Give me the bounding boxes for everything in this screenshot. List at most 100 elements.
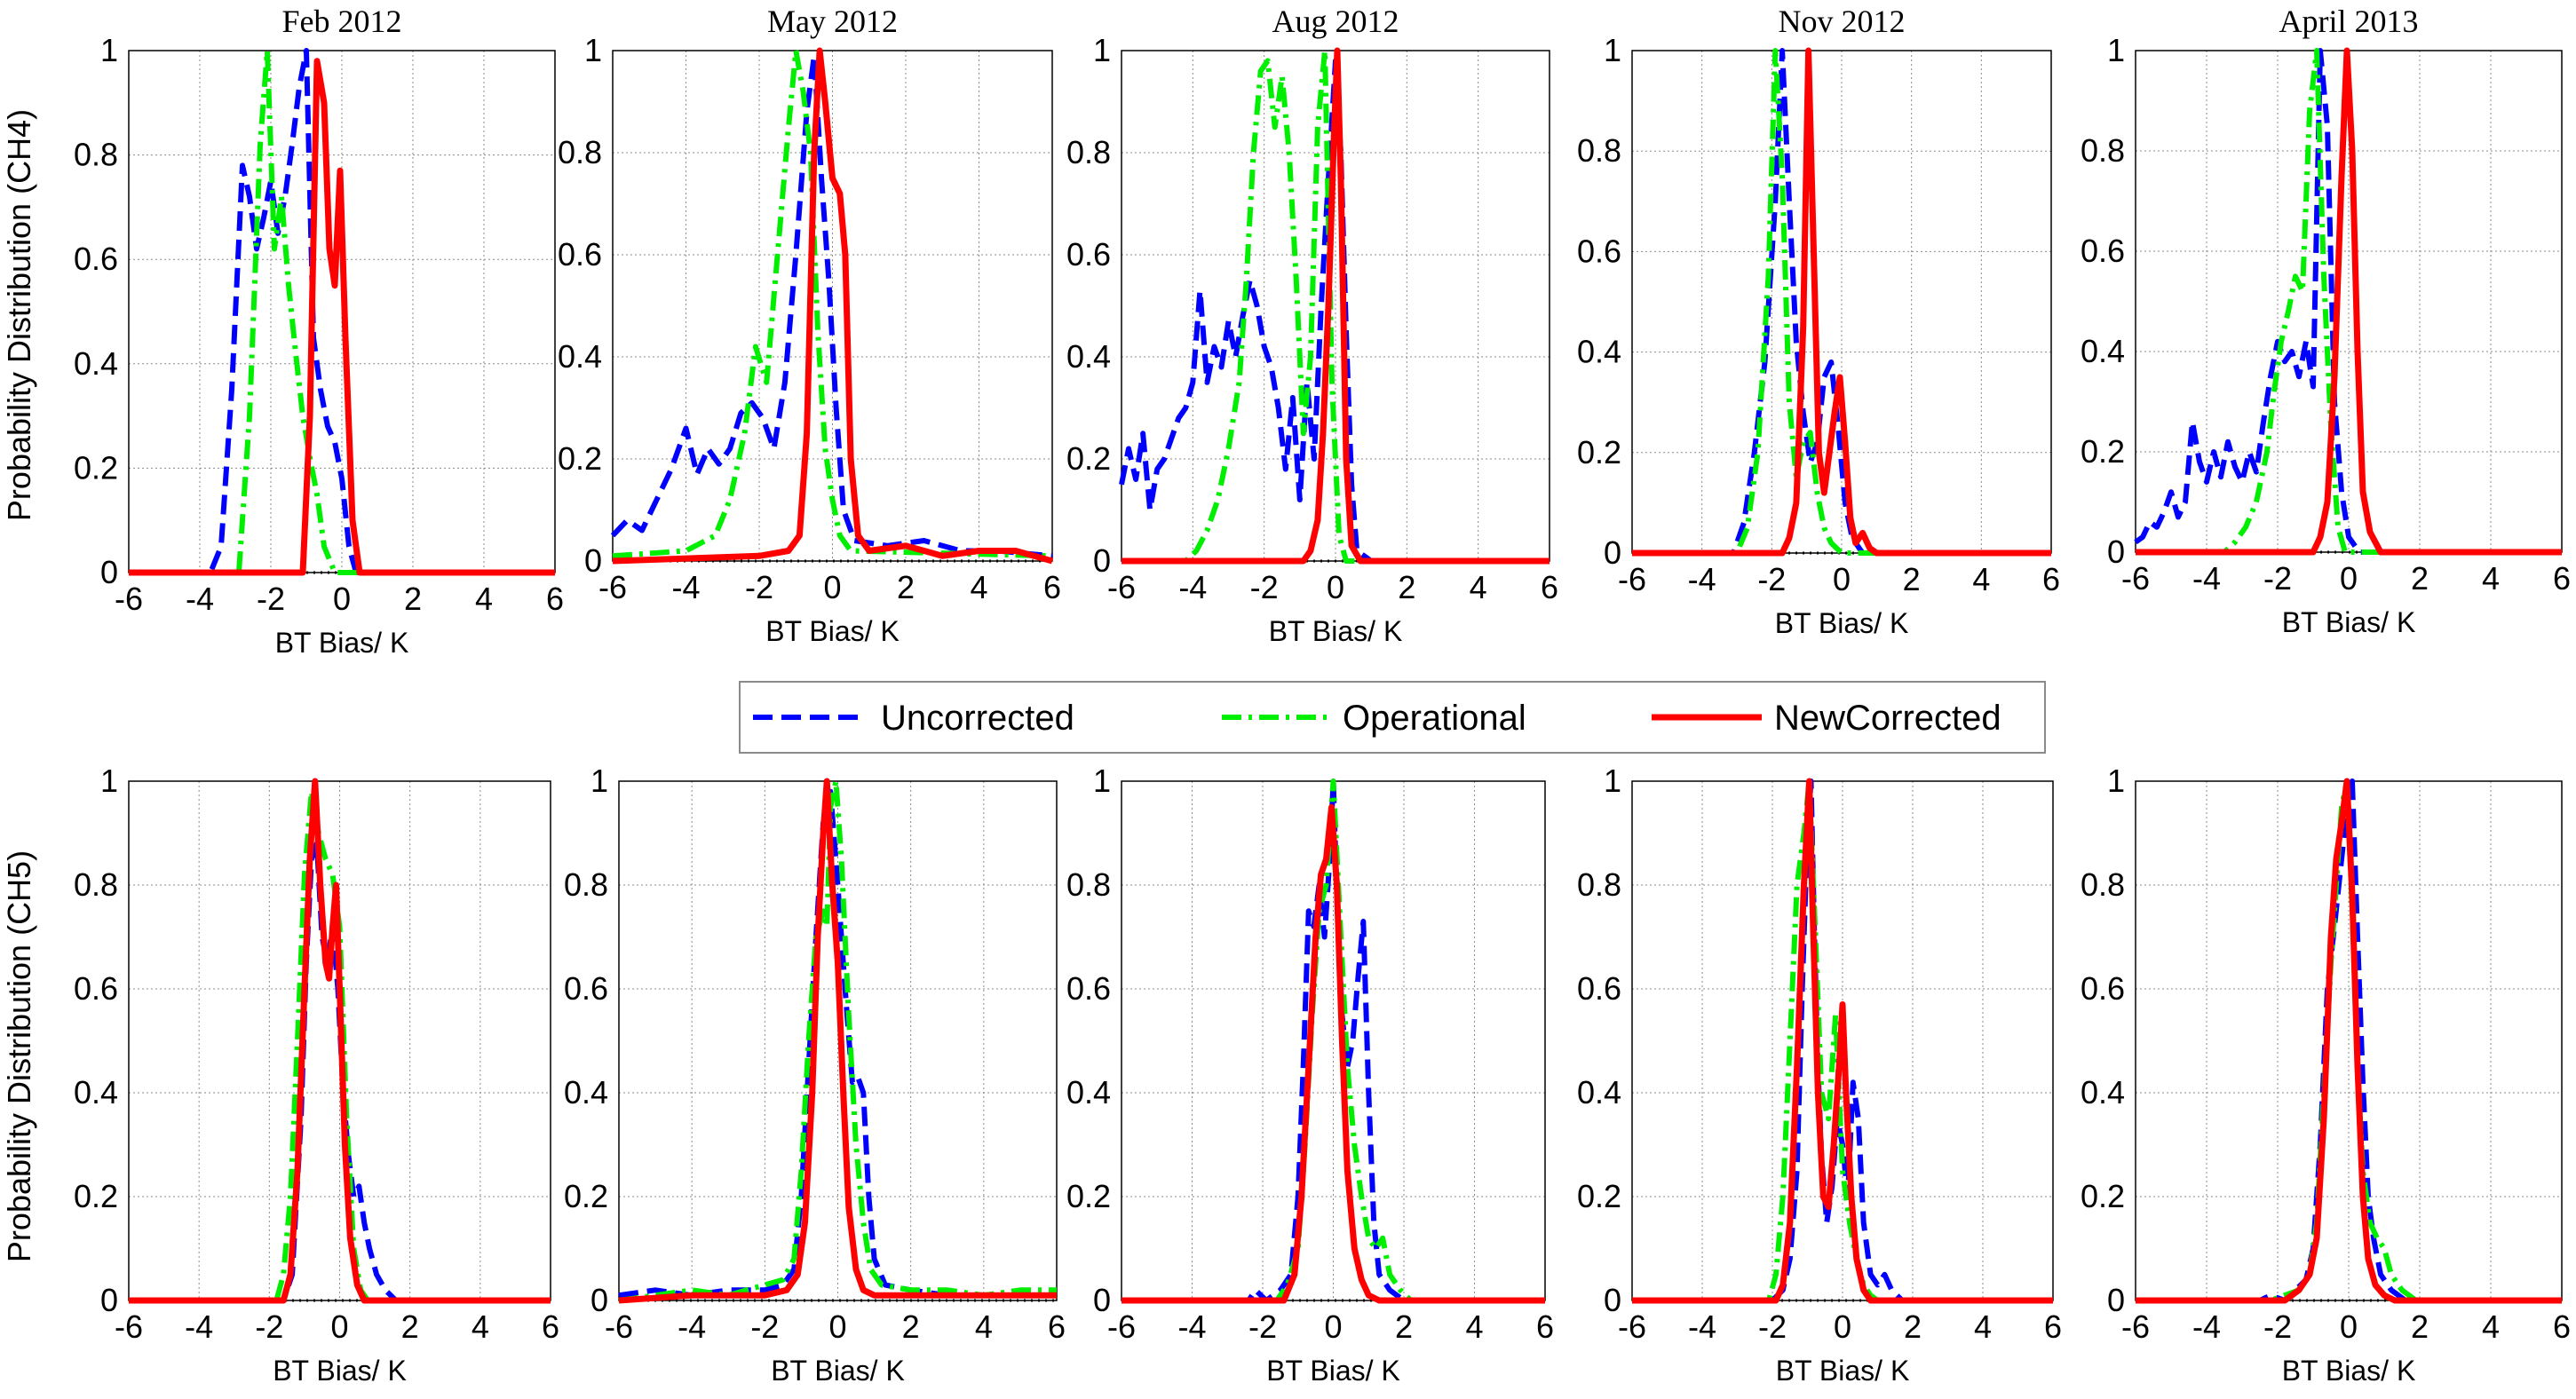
x-axis-label: BT Bias/ K	[765, 615, 900, 647]
x-tick-label: 0	[1327, 569, 1344, 605]
x-tick-label: 0	[1833, 561, 1851, 597]
x-tick-label: -2	[1757, 561, 1786, 597]
y-tick-label: 0.4	[1577, 1074, 1621, 1111]
panel-title: April 2013	[2279, 4, 2419, 39]
legend-box	[739, 681, 2046, 754]
y-tick-label: 0.4	[1066, 1074, 1111, 1111]
x-tick-label: 4	[2482, 560, 2500, 597]
panel-title: Feb 2012	[282, 4, 402, 39]
x-axis-label: BT Bias/ K	[1776, 1355, 1910, 1387]
y-tick-label: 0	[1093, 542, 1111, 579]
series-group	[1632, 778, 2053, 1304]
x-tick-label: -4	[678, 1308, 706, 1345]
x-tick-label: 4	[2482, 1308, 2500, 1345]
x-tick-label: 6	[542, 1308, 559, 1345]
series-line-operational	[129, 788, 551, 1303]
x-axis-label: BT Bias/ K	[273, 1355, 407, 1387]
y-tick-label: 0.6	[74, 970, 118, 1007]
x-tick-label: 6	[2553, 1308, 2571, 1345]
x-tick-label: -4	[185, 1308, 213, 1345]
x-tick-label: -2	[2263, 1308, 2292, 1345]
y-tick-label: 0.8	[558, 134, 602, 170]
y-tick-label: 1	[590, 763, 608, 799]
x-tick-label: -6	[1107, 569, 1136, 605]
x-tick-label: -2	[750, 1308, 779, 1345]
y-tick-label: 1	[100, 763, 118, 799]
x-tick-label: -2	[1248, 1308, 1277, 1345]
y-tick-label: 0.8	[1066, 866, 1111, 903]
y-tick-label: 0	[100, 554, 118, 590]
x-tick-label: 4	[975, 1308, 993, 1345]
x-tick-label: -6	[115, 581, 143, 617]
panel-frame	[1631, 780, 2054, 1301]
x-tick-label: 0	[2340, 1308, 2358, 1345]
x-tick-label: 0	[333, 581, 351, 617]
x-tick-label: 2	[404, 581, 422, 617]
x-tick-label: 2	[2411, 560, 2429, 597]
panel-frame	[128, 780, 551, 1301]
series-line-newcorrected	[1122, 803, 1545, 1304]
series-line-newcorrected	[2136, 47, 2562, 556]
x-tick-label: 4	[1974, 1308, 1992, 1345]
x-tick-label: 6	[1048, 1308, 1066, 1345]
x-tick-label: -6	[1618, 1308, 1646, 1345]
series-line-newcorrected	[129, 58, 555, 576]
ylabel-ch5: Probability Distribution (CH5)	[1, 850, 37, 1262]
x-tick-label: -4	[2192, 1308, 2221, 1345]
y-tick-label: 0.4	[2081, 1074, 2125, 1111]
series-group	[2136, 778, 2562, 1304]
y-tick-label: 0.2	[1066, 440, 1111, 477]
x-tick-label: -4	[1177, 1308, 1206, 1345]
y-tick-label: 0.2	[2081, 433, 2125, 470]
legend-label-newcorrected: NewCorrected	[1774, 699, 2001, 738]
x-tick-label: 0	[2340, 560, 2358, 597]
series-line-newcorrected	[2136, 778, 2562, 1304]
x-tick-label: 6	[1043, 569, 1061, 605]
x-tick-label: -6	[605, 1308, 633, 1345]
y-tick-label: 0.4	[1066, 338, 1111, 375]
y-tick-label: 0.8	[2081, 866, 2125, 903]
y-tick-label: 0.6	[1577, 970, 1621, 1007]
series-line-uncorrected	[618, 788, 1057, 1299]
y-tick-label: 0	[1604, 1282, 1621, 1318]
y-tick-label: 0.8	[1577, 132, 1621, 169]
series-line-operational	[1632, 779, 2053, 1303]
x-tick-label: 0	[823, 569, 841, 605]
y-tick-label: 0.4	[74, 1074, 118, 1111]
x-tick-label: -6	[1107, 1308, 1136, 1345]
series-group	[618, 778, 1057, 1304]
x-axis-label: BT Bias/ K	[275, 627, 409, 659]
y-tick-label: 0.4	[74, 345, 118, 382]
y-tick-label: 0	[2107, 534, 2125, 570]
series-group	[610, 47, 1053, 565]
series-line-uncorrected	[1632, 48, 2051, 556]
x-tick-label: 2	[1395, 1308, 1413, 1345]
x-tick-label: -2	[2263, 560, 2292, 597]
legend-label-operational: Operational	[1343, 699, 1526, 738]
y-tick-label: 0.2	[1577, 1178, 1621, 1214]
series-line-operational	[618, 779, 1057, 1303]
x-tick-label: -4	[1688, 1308, 1716, 1345]
panel-7: -6 -4 -2 0 2 4 6 0 0.2 0.4 0.6 0.8 1 BT Bias/ K	[564, 763, 1066, 1387]
x-tick-label: 4	[472, 1308, 489, 1345]
x-tick-label: 6	[2553, 560, 2571, 597]
y-tick-label: 1	[2107, 763, 2125, 799]
series-line-newcorrected	[612, 47, 1053, 565]
x-tick-label: 0	[1834, 1308, 1851, 1345]
y-tick-label: 0.2	[1577, 434, 1621, 470]
panel-5: -6 -4 -2 0 2 4 6 0 0.2 0.4 0.6 0.8 1 BT Bias/ K April …	[2081, 4, 2571, 638]
panel-8: -6 -4 -2 0 2 4 6 0 0.2 0.4 0.6 0.8 1 BT Bias/ K	[1066, 763, 1554, 1387]
panel-3: -6 -4 -2 0 2 4 6 0 0.2 0.4 0.6 0.8 1 BT Bias/ K Aug 20…	[1066, 4, 1558, 647]
y-tick-label: 0.2	[74, 449, 118, 486]
series-line-operational	[129, 48, 555, 575]
y-tick-label: 0	[584, 542, 602, 579]
panel-frame	[612, 50, 1053, 562]
y-tick-label: 0.2	[558, 440, 602, 477]
x-tick-label: 6	[2042, 561, 2060, 597]
y-tick-label: 0.2	[1066, 1178, 1111, 1214]
y-tick-label: 0	[100, 1282, 118, 1318]
x-tick-label: 0	[330, 1308, 348, 1345]
y-tick-label: 1	[1093, 763, 1111, 799]
x-axis-label: BT Bias/ K	[1269, 615, 1403, 647]
y-tick-label: 0.2	[2081, 1178, 2125, 1214]
